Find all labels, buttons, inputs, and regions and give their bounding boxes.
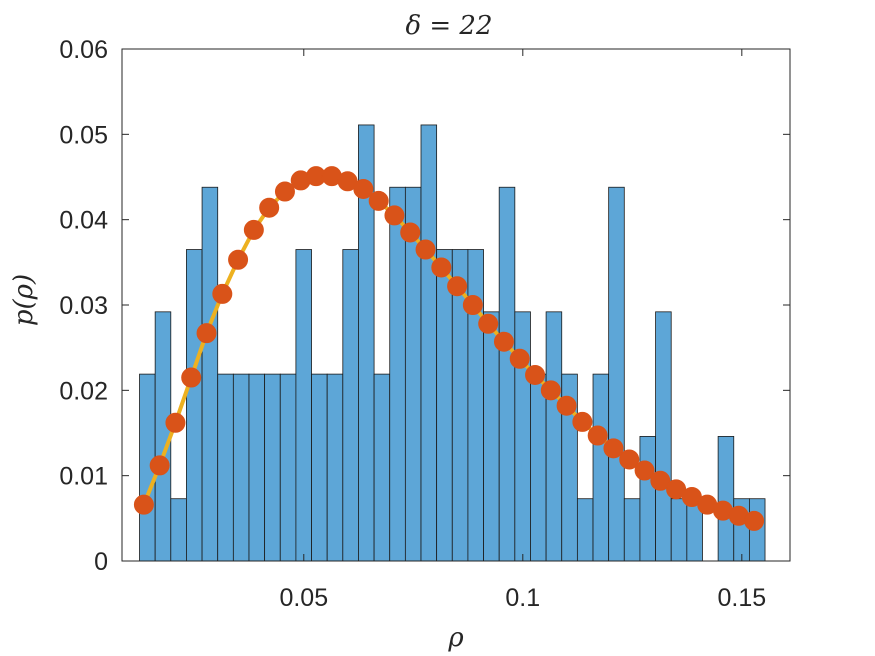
chart-title: δ = 22 — [405, 11, 492, 41]
x-tick-label: 0.15 — [717, 584, 766, 612]
y-tick-label: 0.02 — [59, 377, 108, 405]
histogram-bar — [248, 373, 266, 562]
fit-marker — [603, 438, 624, 459]
histogram-bar — [264, 373, 281, 562]
tick-labels: 0 0.01 0.02 0.03 0.04 0.05 0.06 0.05 0.1 0.15 — [59, 36, 766, 612]
histogram-bar — [170, 498, 187, 562]
histogram-bar — [311, 373, 328, 562]
histogram-bar — [420, 124, 438, 562]
histogram-bar — [389, 186, 406, 562]
fit-marker — [493, 331, 514, 352]
y-tick-label: 0 — [94, 548, 108, 576]
histogram-bar — [436, 249, 453, 562]
histogram-bar — [373, 373, 391, 562]
histogram-bar — [232, 373, 250, 562]
x-tick-label: 0.1 — [505, 584, 540, 612]
histogram-bar — [545, 311, 563, 562]
fit-marker — [619, 449, 640, 470]
fit-marker — [165, 412, 186, 433]
fit-marker — [525, 364, 546, 385]
x-axis-label: ρ — [447, 623, 464, 653]
histogram-bar — [201, 186, 219, 562]
histogram-bar — [483, 311, 500, 562]
histogram-bar — [655, 311, 672, 562]
fit-marker — [415, 239, 436, 260]
fit-marker — [462, 295, 483, 315]
y-tick-label: 0.04 — [59, 207, 108, 235]
fit-marker — [228, 249, 249, 270]
histogram-bar — [592, 373, 610, 562]
fit-marker — [572, 411, 593, 432]
fit-marker — [212, 283, 233, 304]
fit-marker — [744, 510, 765, 531]
fit-marker — [634, 460, 655, 481]
histogram-bar — [530, 373, 547, 562]
histogram-bar — [342, 249, 359, 562]
histogram-bar — [295, 249, 312, 562]
fit-marker — [353, 178, 374, 199]
fit-marker — [431, 257, 452, 278]
histogram-bar — [576, 498, 594, 562]
axes — [121, 48, 791, 562]
y-tick-label: 0.05 — [59, 121, 108, 149]
fit-marker — [509, 348, 530, 369]
histogram-bar — [623, 498, 641, 562]
fit-marker — [587, 425, 608, 446]
histogram-bar — [186, 249, 203, 562]
histogram-bar — [217, 373, 234, 562]
histogram-bar — [279, 373, 297, 562]
y-tick-label: 0.03 — [59, 292, 108, 320]
fit-marker — [243, 219, 264, 240]
fit-marker — [384, 205, 405, 226]
fit-marker — [447, 276, 468, 297]
fit-marker — [133, 494, 154, 515]
histogram-bar — [717, 436, 735, 562]
fit-marker — [274, 181, 295, 202]
fit-marker — [400, 222, 421, 243]
histogram-bar — [639, 436, 656, 562]
fit-marker — [149, 455, 170, 476]
y-axis-label: p(ρ) — [9, 274, 39, 326]
fit-marker — [478, 313, 499, 334]
y-tick-label: 0.06 — [59, 36, 108, 64]
histogram-bars — [139, 124, 766, 562]
x-tick-label: 0.05 — [279, 584, 328, 612]
fit-marker — [181, 367, 202, 388]
fit-markers — [133, 166, 765, 531]
histogram-bar — [670, 498, 688, 562]
histogram-bar — [498, 186, 516, 562]
fit-marker — [368, 190, 389, 211]
histogram-bar — [608, 186, 625, 562]
y-tick-label: 0.01 — [59, 463, 108, 491]
fit-marker — [650, 470, 671, 491]
fit-marker — [540, 380, 561, 401]
fit-marker — [556, 395, 577, 416]
fit-marker — [259, 197, 280, 218]
histogram-bar — [326, 373, 344, 562]
fit-marker — [196, 323, 217, 344]
